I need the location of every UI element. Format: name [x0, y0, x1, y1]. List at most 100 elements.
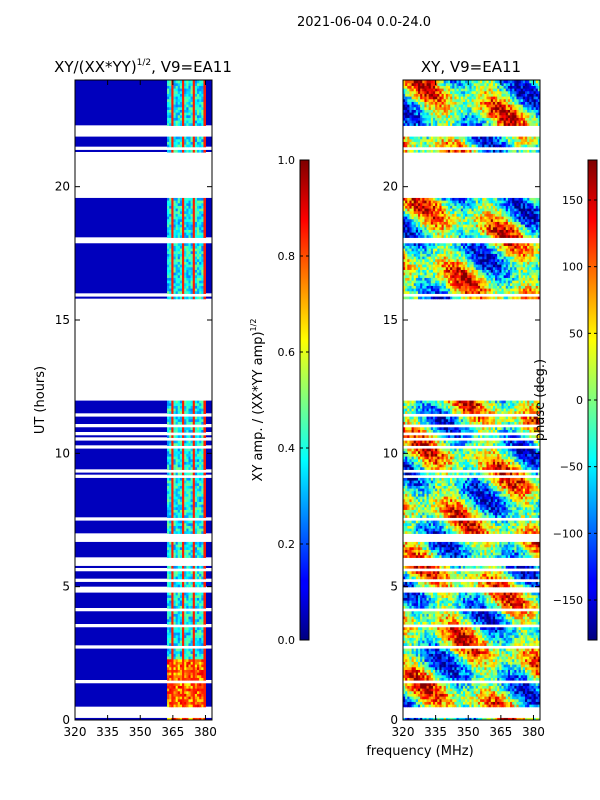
- heat-cell: [403, 632, 406, 636]
- heat-cell: [167, 258, 170, 262]
- heat-cell: [186, 440, 189, 444]
- heat-cell: [182, 458, 185, 462]
- heat-cell: [403, 626, 406, 630]
- heat-cell: [201, 88, 204, 92]
- heat-cell: [514, 634, 517, 638]
- gap-band: [75, 152, 212, 156]
- heat-cell: [454, 717, 457, 720]
- heat-cell: [203, 290, 206, 294]
- heat-cell: [194, 101, 198, 105]
- heat-cell: [192, 573, 196, 577]
- heat-cell: [203, 640, 206, 644]
- heat-cell: [182, 112, 185, 116]
- heat-cell: [432, 661, 436, 665]
- heat-cell: [175, 277, 179, 281]
- heat-cell: [167, 80, 170, 84]
- heat-cell: [171, 621, 174, 625]
- heat-cell: [407, 642, 410, 646]
- heat-cell: [475, 688, 479, 692]
- heat-cell: [186, 632, 189, 636]
- heat-cell: [522, 656, 526, 660]
- heat-cell: [407, 648, 410, 652]
- heat-cell: [190, 688, 194, 692]
- heat-cell: [184, 458, 187, 462]
- heat-cell: [192, 477, 196, 481]
- heat-cell: [415, 698, 419, 702]
- heat-cell: [527, 656, 530, 660]
- heat-cell: [467, 693, 470, 697]
- heat-cell: [186, 120, 189, 124]
- heat-cell: [514, 704, 517, 708]
- heat-cell: [171, 466, 174, 470]
- heat-cell: [531, 626, 534, 630]
- heat-cell: [518, 656, 522, 660]
- heat-cell: [194, 610, 198, 614]
- heat-cell: [184, 688, 187, 692]
- heat-cell: [525, 632, 528, 636]
- heat-cell: [520, 661, 524, 665]
- heat-cell: [169, 426, 172, 430]
- heat-cell: [190, 488, 194, 492]
- heat-cell: [531, 613, 534, 617]
- heat-cell: [537, 693, 540, 697]
- heat-cell: [169, 661, 172, 665]
- heat-cell: [445, 648, 449, 652]
- heat-cell: [197, 80, 200, 84]
- heat-cell: [175, 202, 179, 206]
- heat-cell: [169, 634, 172, 638]
- heat-cell: [417, 704, 421, 708]
- heat-cell: [533, 640, 537, 644]
- heat-cell: [516, 610, 519, 614]
- heat-cell: [428, 656, 432, 660]
- heat-cell: [184, 506, 187, 510]
- heat-cell: [490, 616, 494, 620]
- heat-cell: [171, 112, 174, 116]
- heat-cell: [535, 690, 539, 694]
- heat-cell: [467, 656, 470, 660]
- heat-cell: [167, 696, 170, 700]
- heat-cell: [441, 693, 445, 697]
- heat-cell: [192, 96, 196, 100]
- heat-cell: [169, 640, 172, 644]
- heat-cell: [432, 616, 436, 620]
- heat-cell: [199, 656, 202, 660]
- heat-cell: [175, 605, 179, 609]
- heat-cell: [173, 429, 177, 433]
- heat-cell: [167, 250, 170, 254]
- heat-cell: [177, 672, 181, 676]
- heat-cell: [415, 690, 419, 694]
- heat-cell: [175, 456, 179, 460]
- heat-cell: [201, 253, 204, 257]
- heat-cell: [192, 250, 196, 254]
- heat-cell: [171, 482, 174, 486]
- heat-cell: [535, 656, 539, 660]
- heat-cell: [203, 434, 206, 438]
- heat-cell: [535, 648, 539, 652]
- heat-cell: [490, 648, 494, 652]
- heat-cell: [179, 640, 183, 644]
- heat-cell: [175, 253, 179, 257]
- heat-cell: [199, 274, 202, 278]
- heat-cell: [177, 261, 181, 265]
- heat-cell: [475, 666, 479, 670]
- heat-cell: [484, 661, 487, 665]
- heat-cell: [454, 648, 457, 652]
- heat-cell: [173, 138, 177, 142]
- heat-cell: [482, 669, 485, 673]
- heat-cell: [514, 658, 517, 662]
- heat-cell: [501, 688, 505, 692]
- heat-cell: [495, 682, 498, 686]
- heat-cell: [175, 525, 179, 529]
- heat-cell: [465, 666, 468, 670]
- heat-cell: [413, 632, 417, 636]
- heat-cell: [452, 616, 455, 620]
- heat-cell: [510, 613, 513, 617]
- heat-cell: [167, 698, 170, 702]
- heat-cell: [197, 106, 200, 110]
- heat-cell: [190, 232, 194, 236]
- heat-cell: [456, 677, 460, 681]
- heat-cell: [197, 248, 200, 252]
- heat-cell: [186, 197, 189, 201]
- heat-cell: [518, 658, 522, 662]
- heat-cell: [512, 696, 515, 700]
